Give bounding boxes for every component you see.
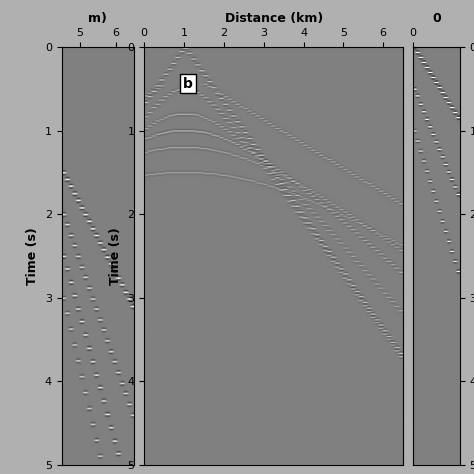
Text: b: b bbox=[183, 77, 193, 91]
Y-axis label: Time (s): Time (s) bbox=[109, 227, 122, 285]
X-axis label: Distance (km): Distance (km) bbox=[225, 12, 323, 25]
X-axis label: 0: 0 bbox=[432, 12, 441, 25]
X-axis label: m): m) bbox=[89, 12, 107, 25]
Y-axis label: Time (s): Time (s) bbox=[26, 227, 39, 285]
